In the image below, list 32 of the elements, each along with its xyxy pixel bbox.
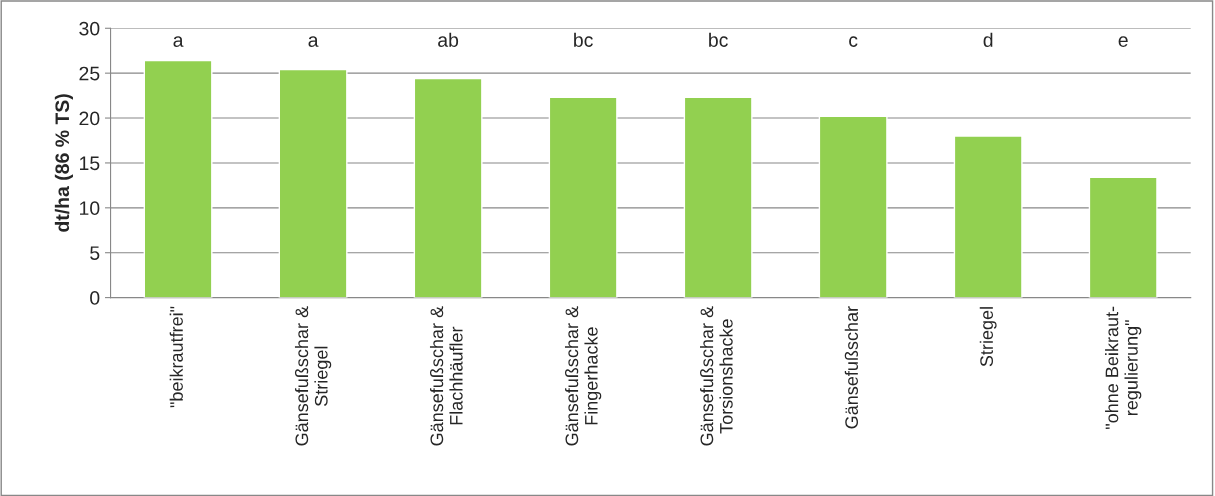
bar xyxy=(953,135,1023,298)
x-tick-label: "ohne Beikraut- regulierung" xyxy=(1105,306,1142,429)
annotation: c xyxy=(849,36,858,47)
bar xyxy=(1088,176,1158,298)
y-tick-label: 5 xyxy=(90,246,100,260)
annotation: d xyxy=(983,32,993,47)
x-tick-label: "beikrautfrei" xyxy=(169,306,183,408)
x-tick-label: Gänsefußschar & Torsionshacke xyxy=(700,306,733,446)
y-tick-label: 30 xyxy=(79,21,100,36)
annotation: bc xyxy=(574,32,593,47)
y-tick-label: 25 xyxy=(79,66,100,81)
x-tick-label: Striegel xyxy=(979,307,997,367)
x-tick-label: Gänsefußschar & Striegel xyxy=(294,306,332,446)
bar xyxy=(683,96,753,298)
y-tick-label: 20 xyxy=(79,111,100,126)
annotation: bc xyxy=(709,32,728,47)
annotation: a xyxy=(173,36,184,47)
y-axis-title: dt/ha (86 % TS) xyxy=(54,94,73,232)
x-tick-label: Gänsefußschar & Fingerhacke xyxy=(564,306,602,446)
x-tick-label: Gänsefußschar & Flachhäufler xyxy=(429,306,463,446)
annotation: e xyxy=(1118,36,1128,47)
annotation: ab xyxy=(438,32,459,47)
bar xyxy=(548,96,618,298)
y-tick-label: 10 xyxy=(80,201,100,216)
bar xyxy=(818,115,888,298)
y-tick-label: 0 xyxy=(90,291,100,305)
x-tick-label: Gänsefußschar xyxy=(844,306,858,429)
annotation: a xyxy=(308,36,319,47)
y-tick-label: 15 xyxy=(80,156,100,171)
bar xyxy=(278,68,348,298)
bar xyxy=(143,59,213,298)
bar xyxy=(413,77,483,298)
